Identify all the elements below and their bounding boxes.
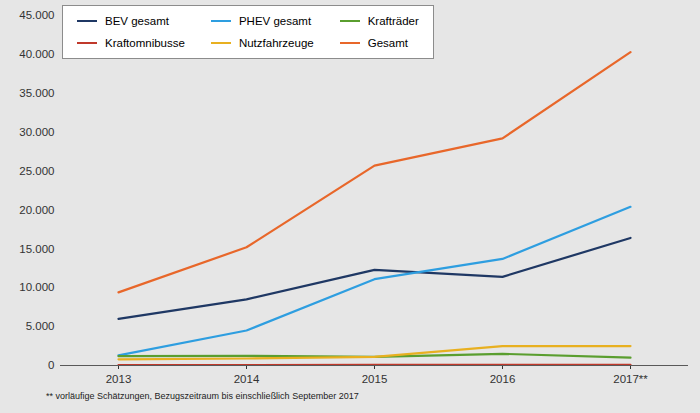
html-text:Nutzfahrzeuge: Nutzfahrzeuge — [238, 37, 314, 49]
svg-text:2016: 2016 — [490, 373, 516, 385]
svg-text:35.000: 35.000 — [19, 87, 54, 99]
html-text:Gesamt: Gesamt — [367, 37, 408, 49]
svg-text:2013: 2013 — [106, 373, 132, 385]
svg-text:20.000: 20.000 — [19, 204, 54, 216]
svg-text:5.000: 5.000 — [26, 320, 55, 332]
svg-text:10.000: 10.000 — [19, 281, 54, 293]
html-text:PHEV gesamt: PHEV gesamt — [238, 15, 312, 27]
svg-text:45.000: 45.000 — [19, 9, 54, 21]
svg-text:15.000: 15.000 — [19, 243, 54, 255]
svg-text:30.000: 30.000 — [19, 126, 54, 138]
html-text:BEV gesamt: BEV gesamt — [105, 15, 169, 27]
svg-text:0: 0 — [48, 359, 54, 371]
html-text:Krafträder: Krafträder — [367, 15, 419, 27]
svg-text:2015: 2015 — [362, 373, 388, 385]
svg-text:40.000: 40.000 — [19, 48, 54, 60]
svg-text:25.000: 25.000 — [19, 165, 54, 177]
html-text:Kraftomnibusse: Kraftomnibusse — [105, 37, 185, 49]
svg-text:2017**: 2017** — [613, 373, 648, 385]
svg-text:2014: 2014 — [234, 373, 260, 385]
html-text:** vorläufige Schätzungen, Bez: ** vorläufige Schätzungen, Bezugszeitrau… — [46, 391, 359, 401]
